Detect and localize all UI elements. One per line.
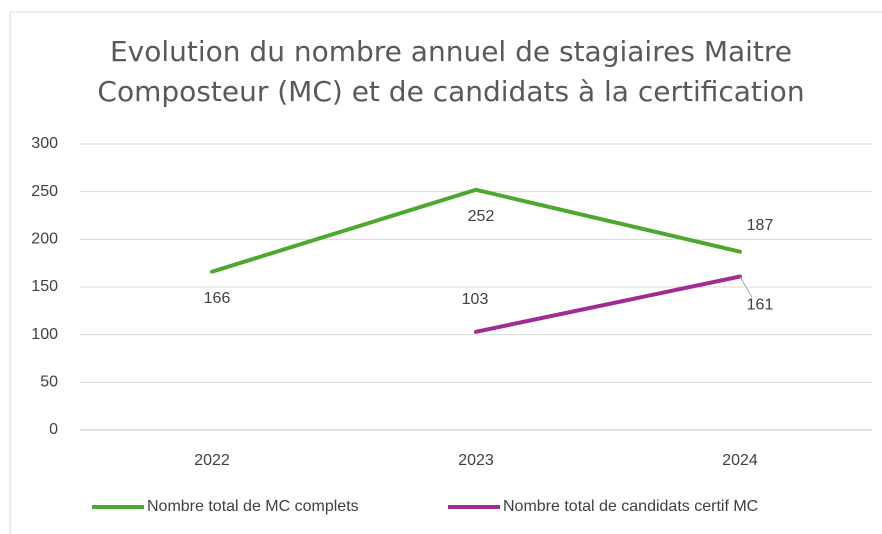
x-tick-label: 2023 xyxy=(458,452,494,469)
series-line xyxy=(210,187,742,274)
y-tick-label: 300 xyxy=(31,135,58,152)
y-tick-label: 150 xyxy=(31,278,58,295)
y-tick-label: 0 xyxy=(49,421,58,438)
y-tick-label: 250 xyxy=(31,183,58,200)
data-label: 103 xyxy=(462,291,489,308)
y-tick-label: 100 xyxy=(31,326,58,343)
x-tick-label: 2024 xyxy=(722,452,758,469)
data-label: 187 xyxy=(747,217,774,234)
data-label: 161 xyxy=(747,297,774,314)
x-tick-label: 2022 xyxy=(194,452,230,469)
data-label: 166 xyxy=(204,290,231,307)
leader-line xyxy=(739,276,753,298)
series-line xyxy=(474,274,742,334)
y-tick-label: 200 xyxy=(31,231,58,248)
data-label: 252 xyxy=(468,208,495,225)
chart-border xyxy=(9,11,882,534)
chart-title: Evolution du nombre annuel de stagiaires… xyxy=(97,35,805,108)
y-tick-label: 50 xyxy=(40,374,58,391)
legend-label: Nombre total de candidats certif MC xyxy=(503,498,758,515)
legend-label: Nombre total de MC complets xyxy=(147,498,359,515)
